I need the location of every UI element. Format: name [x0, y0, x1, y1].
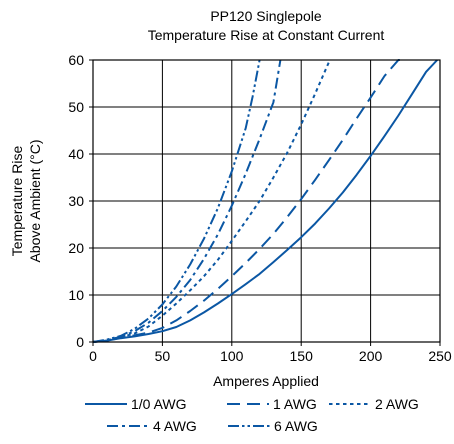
y-tick-label: 10 [68, 287, 84, 303]
series-lines [92, 59, 438, 343]
x-tick-label: 200 [359, 348, 383, 364]
x-axis-label: Amperes Applied [213, 373, 319, 389]
chart-subtitle: Temperature Rise at Constant Current [148, 27, 385, 43]
y-tick-label: 60 [68, 52, 84, 68]
y-tick-label: 30 [68, 193, 84, 209]
x-tick-label: 50 [155, 348, 171, 364]
y-axis-label-line2: Above Ambient (°C) [27, 139, 43, 262]
legend-label: 1/0 AWG [131, 396, 187, 412]
series-line [92, 59, 261, 343]
x-tick-label: 0 [89, 348, 97, 364]
series-line [92, 59, 282, 343]
legend-label: 4 AWG [153, 418, 197, 434]
tick-labels: 0 50 100 150 200 250 0 10 20 30 40 50 60 [68, 52, 451, 364]
y-tick-label: 50 [68, 99, 84, 115]
y-tick-label: 0 [76, 334, 84, 350]
y-tick-label: 20 [68, 240, 84, 256]
x-tick-label: 250 [428, 348, 452, 364]
y-tick-label: 40 [68, 146, 84, 162]
legend-label: 2 AWG [375, 396, 419, 412]
series-line [92, 59, 438, 343]
x-tick-label: 150 [290, 348, 314, 364]
legend: 1/0 AWG 1 AWG 2 AWG 4 AWG 6 AWG [85, 396, 419, 434]
y-axis-label-line1: Temperature Rise [9, 146, 25, 257]
legend-label: 6 AWG [274, 418, 318, 434]
series-line [92, 59, 407, 343]
series-line [92, 61, 330, 343]
grid [93, 60, 440, 342]
legend-label: 1 AWG [273, 396, 317, 412]
chart-title: PP120 Singlepole [210, 8, 322, 24]
x-tick-label: 100 [220, 348, 244, 364]
